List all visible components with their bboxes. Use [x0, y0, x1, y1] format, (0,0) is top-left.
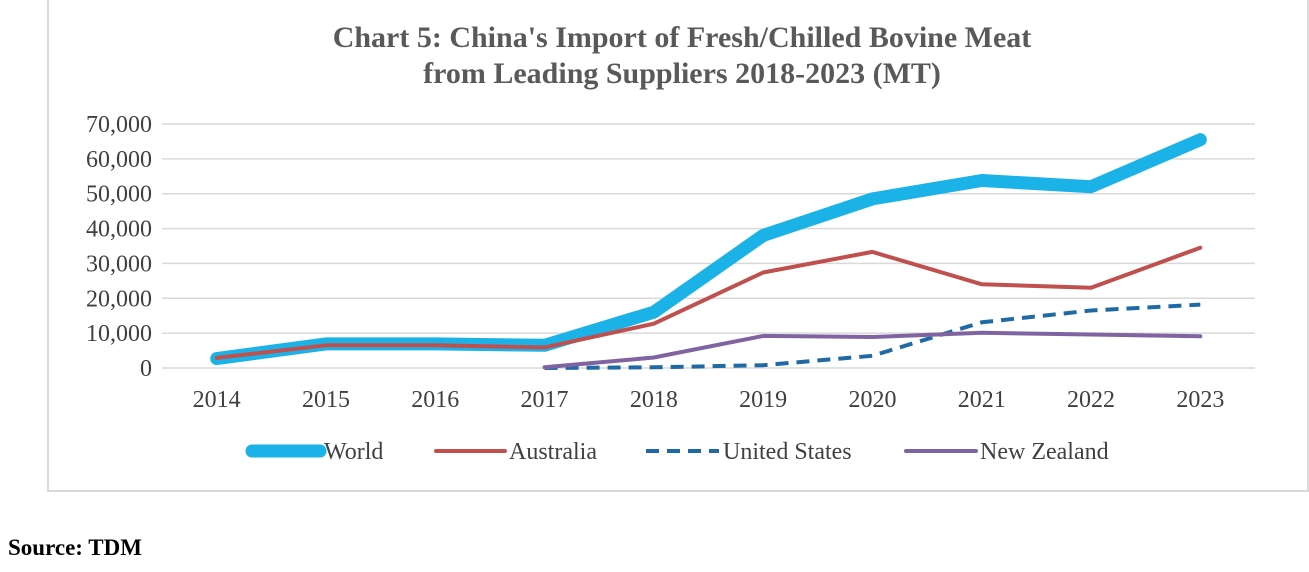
x-tick-label: 2015 [302, 387, 350, 413]
y-tick-label: 30,000 [86, 251, 152, 277]
x-tick-label: 2018 [630, 387, 678, 413]
legend: World Australia United States New Zealand [245, 439, 1109, 465]
chart-title: Chart 5: China's Import of Fresh/Chilled… [333, 21, 1032, 90]
y-axis-ticks: 0 10,000 20,000 30,000 40,000 50,000 60,000 70,… [86, 112, 152, 382]
chart-title-line-2: from Leading Suppliers 2018-2023 (MT) [423, 57, 941, 90]
series-line-world [210, 133, 1207, 366]
series-lines [210, 133, 1207, 370]
x-tick-label: 2016 [411, 387, 459, 413]
y-tick-label: 70,000 [86, 112, 152, 138]
x-tick-label: 2021 [958, 387, 1006, 413]
x-tick-label: 2020 [848, 387, 896, 413]
series-line-australia [214, 245, 1203, 360]
y-tick-label: 60,000 [86, 147, 152, 173]
x-tick-label: 2017 [521, 387, 569, 413]
series-line-new-zealand [542, 330, 1203, 370]
x-tick-label: 2023 [1176, 387, 1224, 413]
legend-label-united-states: United States [723, 439, 852, 465]
source-note: Source: TDM [8, 535, 142, 560]
y-tick-label: 40,000 [86, 217, 152, 243]
y-tick-label: 50,000 [86, 182, 152, 208]
chart-frame: Chart 5: China's Import of Fresh/Chilled… [47, 0, 1309, 492]
legend-label-new-zealand: New Zealand [980, 439, 1109, 465]
line-chart: Chart 5: China's Import of Fresh/Chilled… [86, 21, 1255, 465]
legend-label-world: World [324, 439, 383, 465]
x-tick-label: 2019 [739, 387, 787, 413]
series-line-united-states [544, 302, 1201, 370]
x-axis-ticks: 2014 2015 2016 2017 2018 2019 2020 2021 2022 2023 [193, 387, 1225, 413]
y-tick-label: 10,000 [86, 321, 152, 347]
y-tick-label: 0 [140, 356, 152, 382]
legend-label-australia: Australia [509, 439, 597, 465]
y-tick-label: 20,000 [86, 286, 152, 312]
x-tick-label: 2022 [1067, 387, 1115, 413]
chart-title-line-1: Chart 5: China's Import of Fresh/Chilled… [333, 21, 1032, 54]
x-tick-label: 2014 [193, 387, 241, 413]
gridlines [162, 123, 1255, 369]
